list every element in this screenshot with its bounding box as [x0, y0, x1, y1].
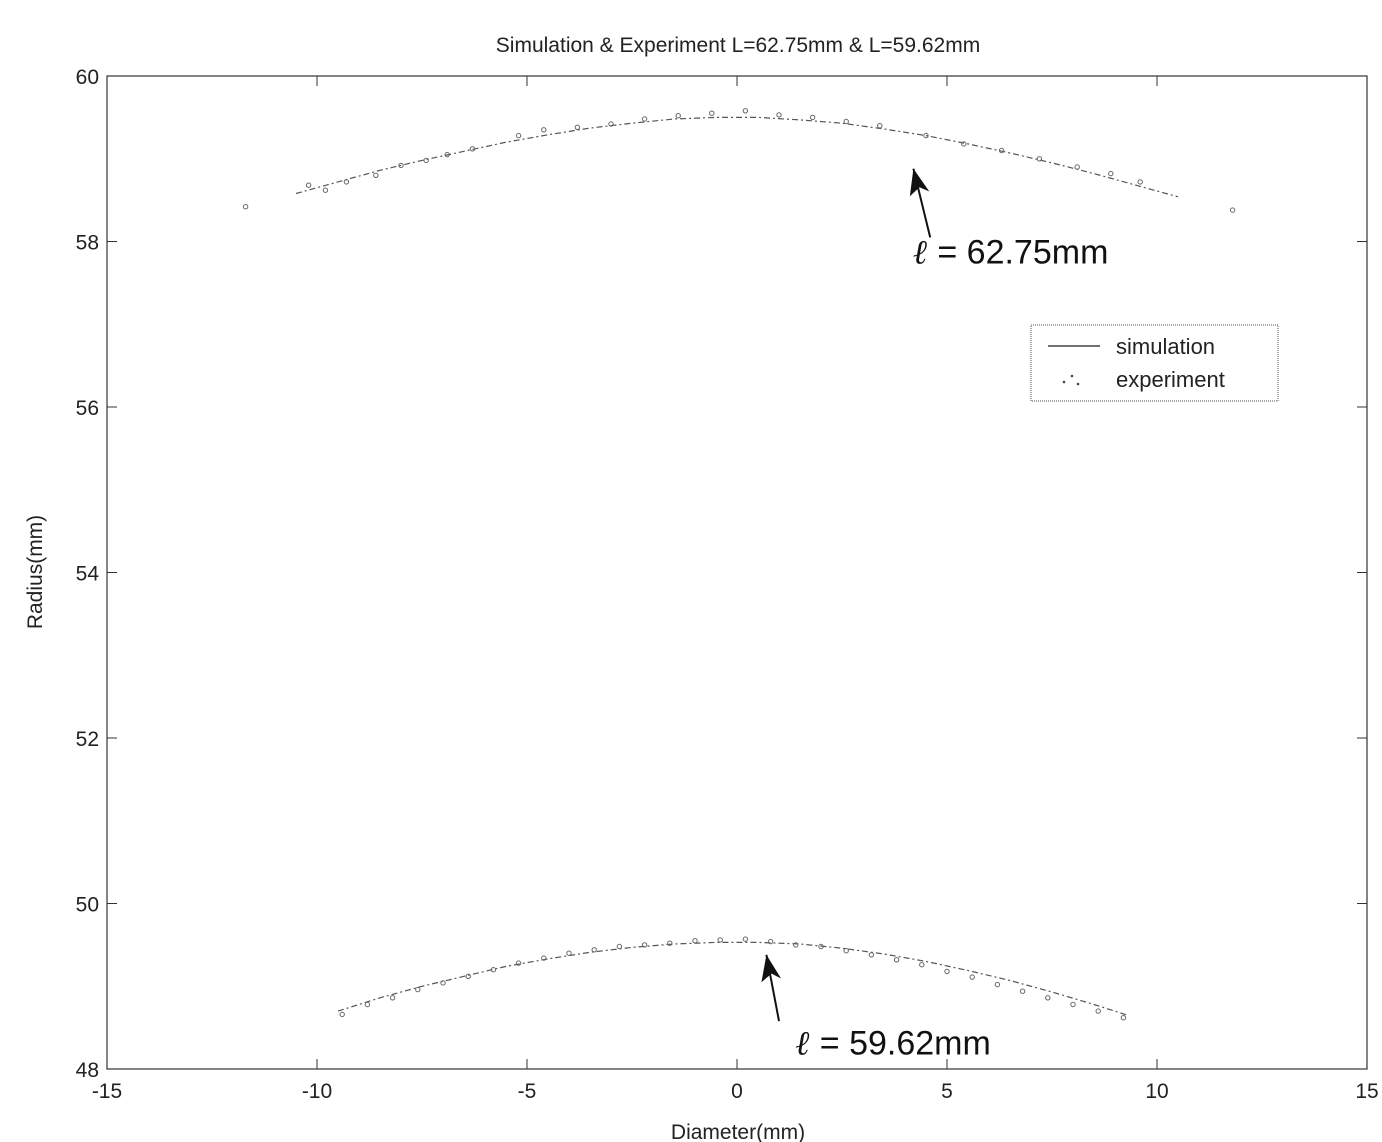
experiment-point: [444, 151, 450, 158]
y-tick-label: 56: [76, 397, 99, 420]
experiment-point: [667, 940, 673, 946]
experiment-point: [923, 132, 929, 139]
experiment-point: [423, 157, 429, 164]
experiment-point: [944, 968, 950, 975]
legend-experiment-swatch: [1062, 374, 1080, 386]
experiment-point: [893, 957, 900, 963]
experiment-point: [591, 947, 597, 953]
experiment-point: [919, 962, 925, 968]
chart-title: Simulation & Experiment L=62.75mm & L=59…: [496, 34, 980, 57]
experiment-point: [515, 960, 522, 966]
experiment-point: [998, 147, 1005, 154]
experiment-point: [692, 938, 698, 944]
experiment-point: [398, 162, 404, 169]
y-axis: 48 50 52 54 56 58 60: [76, 66, 1367, 1082]
experiment-point: [343, 179, 350, 185]
experiment-point: [868, 952, 875, 958]
x-tick-label: -5: [518, 1080, 537, 1103]
experiment-point: [415, 986, 421, 993]
experiment-point: [843, 948, 849, 954]
experiment-point: [843, 118, 849, 125]
x-axis-title: Diameter(mm): [671, 1121, 805, 1142]
experiment-point: [574, 124, 581, 131]
experiment-point: [641, 116, 648, 122]
simulation-line-upper: [295, 116, 1179, 198]
annotation-value: = 59.62mm: [810, 1025, 990, 1063]
simulation-line-lower: [337, 941, 1128, 1016]
experiment-point: [994, 981, 1001, 988]
experiment-point: [969, 974, 975, 980]
x-tick-label: -10: [302, 1080, 332, 1103]
experiment-point: [776, 112, 782, 118]
experiment-point: [541, 955, 547, 961]
experiment-point: [608, 121, 614, 127]
y-axis-title: Radius(mm): [24, 515, 47, 629]
experiment-point: [515, 132, 522, 139]
experiment-point: [793, 942, 799, 948]
experiment-point: [616, 943, 623, 950]
experiment-point: [242, 204, 249, 210]
experiment-point: [767, 938, 774, 945]
experiment-point: [709, 110, 715, 116]
annotation-symbol: ℓ: [913, 232, 928, 272]
experiment-point: [389, 995, 396, 1001]
x-tick-label: 10: [1145, 1080, 1168, 1103]
experiment-point: [1229, 207, 1236, 213]
annotation-arrow-head: [761, 954, 782, 983]
experiment-point: [1036, 156, 1043, 162]
annotation-symbol: ℓ: [796, 1024, 811, 1064]
experiment-point: [717, 937, 723, 943]
x-tick-label: 0: [731, 1080, 743, 1103]
legend-label-simulation: simulation: [1116, 334, 1215, 359]
experiment-point: [322, 187, 329, 193]
experiment-point: [364, 1001, 371, 1008]
legend-box: [1030, 324, 1279, 402]
y-tick-label: 58: [76, 232, 99, 255]
legend-label-experiment: experiment: [1116, 367, 1225, 392]
y-tick-label: 52: [76, 728, 99, 751]
experiment-point: [1095, 1008, 1101, 1014]
annotation-arrow-head: [909, 168, 930, 197]
experiment-point: [641, 942, 648, 948]
experiment-point: [961, 141, 967, 147]
experiment-point: [1019, 988, 1026, 994]
experiment-point: [675, 113, 681, 119]
experiment-point: [465, 973, 471, 979]
experiment-point: [1074, 164, 1080, 170]
experiment-point: [818, 943, 824, 950]
experiment-point: [541, 127, 547, 133]
annotation-value: = 62.75mm: [928, 233, 1108, 271]
experiment-point: [742, 936, 749, 942]
experiment-point: [809, 114, 816, 121]
y-tick-label: 48: [76, 1059, 99, 1082]
y-tick-label: 60: [76, 66, 99, 89]
y-tick-label: 54: [76, 563, 100, 586]
experiment-point: [305, 182, 312, 188]
annotation-label: ℓ = 62.75mm: [913, 232, 1108, 272]
experiment-point: [742, 108, 749, 114]
x-tick-label: -15: [92, 1080, 122, 1103]
experiment-point: [1137, 179, 1143, 185]
annotation-label: ℓ = 59.62mm: [796, 1024, 991, 1064]
experiment-point: [373, 172, 379, 179]
experiment-point: [490, 967, 497, 973]
experiment-point: [1070, 1001, 1076, 1008]
legend: simulation experiment: [1030, 324, 1279, 402]
experiment-point: [1108, 170, 1114, 177]
x-axis: -15 -10 -5 0 5 10 15: [92, 76, 1379, 1103]
series-layer: [242, 108, 1236, 1021]
experiment-point: [1045, 995, 1051, 1001]
experiment-point: [877, 123, 883, 129]
experiment-point: [339, 1011, 345, 1018]
experiment-point: [1120, 1015, 1127, 1021]
experiment-point: [566, 950, 572, 956]
x-tick-label: 15: [1355, 1080, 1378, 1103]
experiment-point: [440, 980, 446, 986]
x-tick-label: 5: [941, 1080, 953, 1103]
experiment-point: [469, 146, 476, 152]
y-tick-label: 50: [76, 894, 99, 917]
